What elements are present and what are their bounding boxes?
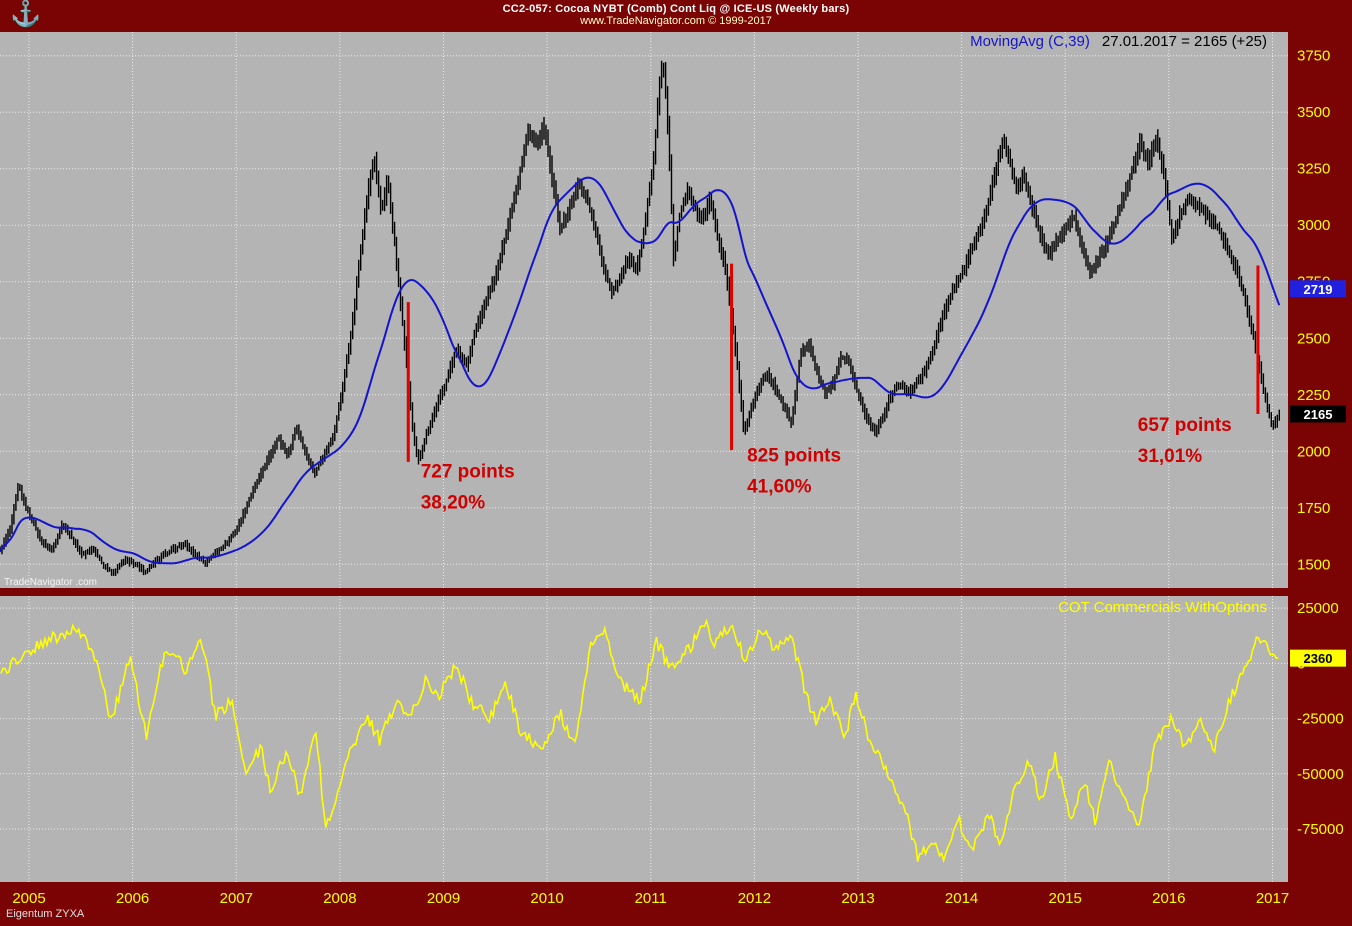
panel-separator [0, 588, 1352, 596]
x-axis-year-label: 2006 [116, 890, 149, 907]
watermark: TradeNavigator .com [4, 577, 97, 588]
cot-line [0, 618, 1279, 864]
ma-value-badge-text: 2719 [1304, 282, 1333, 297]
measure-annotation-2: 825 points 41,60% [747, 445, 841, 497]
cot-axis-label: -25000 [1297, 711, 1344, 728]
measure-annotation-1: 727 points 38,20% [421, 461, 515, 513]
price-axis-label: 3250 [1297, 161, 1330, 178]
x-axis-year-label: 2014 [945, 890, 978, 907]
x-axis-year-label: 2015 [1049, 890, 1082, 907]
cot-value-badge-text: 2360 [1304, 651, 1333, 666]
titlebar: ⚓ CC2-057: Cocoa NYBT (Comb) Cont Liq @ … [0, 0, 1352, 32]
last-quote-text: 27.01.2017 = 2165 (+25) [1101, 33, 1267, 50]
ma-value-badge [1290, 280, 1346, 298]
last-price-badge [1290, 405, 1346, 423]
x-axis-year-label: 2016 [1152, 890, 1185, 907]
x-axis-year-label: 2012 [738, 890, 771, 907]
cot-panel [0, 596, 1288, 882]
moving-average-label: MovingAvg (C,39) [970, 33, 1090, 50]
price-axis-label: 2500 [1297, 330, 1330, 347]
x-axis-year-label: 2008 [323, 890, 356, 907]
cot-indicator-label: COT Commercials WithOptions [1058, 599, 1267, 616]
gold-crest-icon: ⚓ [10, 0, 42, 28]
price-axis-label: 2250 [1297, 387, 1330, 404]
x-axis-year-label: 2009 [427, 890, 460, 907]
last-price-badge-text: 2165 [1304, 407, 1333, 422]
price-bars [0, 60, 1280, 576]
cot-axis-label: 25000 [1297, 600, 1339, 617]
x-axis-year-label: 2007 [220, 890, 253, 907]
x-axis-year-label: 2017 [1256, 890, 1289, 907]
moving-average-line [0, 176, 1281, 565]
price-axis-label: 2000 [1297, 443, 1330, 460]
price-panel [0, 32, 1288, 588]
price-axis-label: 1750 [1297, 500, 1330, 517]
x-axis-year-label: 2005 [12, 890, 45, 907]
price-axis-label: 1500 [1297, 556, 1330, 573]
x-axis-year-label: 2013 [841, 890, 874, 907]
x-axis-year-label: 2010 [530, 890, 563, 907]
cot-axis-label: -50000 [1297, 766, 1344, 783]
chart-subtitle: www.TradeNavigator.com © 1999-2017 [580, 15, 772, 27]
price-axis-label: 3500 [1297, 104, 1330, 121]
price-axis-label: 3000 [1297, 217, 1330, 234]
measure-annotation-3: 657 points 31,01% [1138, 415, 1232, 467]
cot-axis-label: -75000 [1297, 821, 1344, 838]
x-axis-year-label: 2011 [635, 890, 667, 907]
moving-average-legend: MovingAvg (C,39) 27.01.2017 = 2165 (+25) [970, 33, 1267, 50]
owner-note: Eigentum ZYXA [6, 908, 85, 920]
price-axis-label: 3750 [1297, 48, 1330, 65]
cot-value-badge [1290, 649, 1346, 667]
chart-title: CC2-057: Cocoa NYBT (Comb) Cont Liq @ IC… [502, 3, 850, 15]
